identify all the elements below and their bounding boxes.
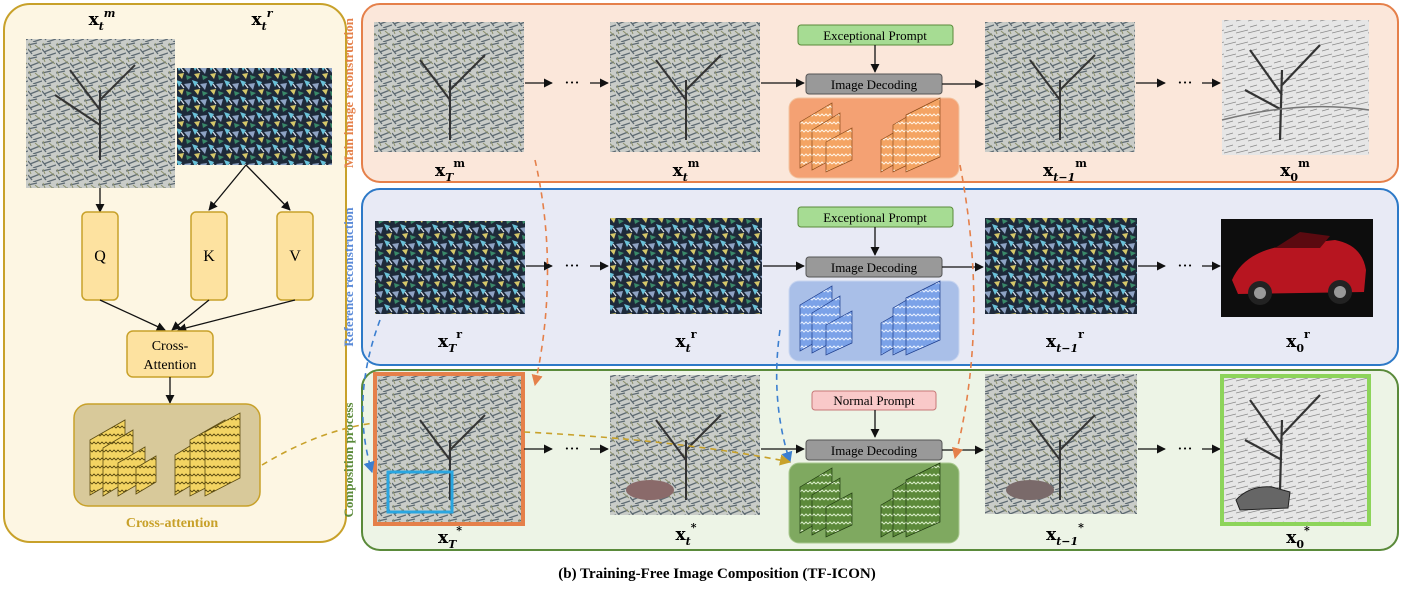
main-to-comp-arrow-1 bbox=[531, 159, 549, 387]
left-unet-layers bbox=[89, 412, 241, 497]
comp-prompt-label: Normal Prompt bbox=[833, 393, 915, 408]
main-ellipsis-1: ··· bbox=[564, 73, 579, 92]
main-x0-image bbox=[1222, 20, 1369, 155]
ref-xT-image bbox=[375, 221, 525, 314]
dashed-connectors bbox=[261, 159, 975, 474]
left-ref-noisy-image bbox=[177, 68, 332, 165]
left-to-comp-arrow bbox=[261, 422, 375, 466]
comp-ellipsis-1: ··· bbox=[564, 439, 579, 458]
comp-decoder-label: Image Decoding bbox=[831, 443, 918, 458]
ref-label-x0: x0r bbox=[1286, 328, 1310, 355]
left-label-main: xtm bbox=[89, 7, 116, 33]
comp-label-xt-1: xt−1* bbox=[1046, 521, 1084, 548]
left-panel: xtm xtr Q K V Cross- Attention bbox=[3, 3, 347, 543]
left-label-ref: xtr bbox=[251, 7, 273, 33]
row-main: Main image reconstruction ··· Exceptiona… bbox=[341, 3, 1399, 184]
main-to-comp-arrow-2 bbox=[952, 164, 975, 460]
key-label: K bbox=[203, 248, 215, 265]
comp-label-xT: xT* bbox=[438, 524, 462, 551]
ref-ellipsis-1: ··· bbox=[564, 256, 579, 275]
comp-ellipsis-2: ··· bbox=[1177, 439, 1192, 458]
comp-label-xt: xt* bbox=[676, 521, 697, 548]
ref-decoder-label: Image Decoding bbox=[831, 260, 918, 275]
ref-label-xt: xtr bbox=[675, 328, 696, 355]
ref-xt-1-image bbox=[985, 218, 1137, 314]
row-reference: Reference reconstruction ··· Exceptional… bbox=[341, 188, 1399, 366]
comp-label-x0: x0* bbox=[1286, 524, 1310, 551]
main-decoder-label: Image Decoding bbox=[831, 77, 918, 92]
ref-xt-image bbox=[610, 218, 762, 314]
main-label-xt: xtm bbox=[673, 157, 700, 184]
figure-caption: (b) Training-Free Image Composition (TF-… bbox=[558, 566, 875, 582]
main-prompt-label: Exceptional Prompt bbox=[823, 28, 927, 43]
main-label-xt-1: xt−1m bbox=[1043, 157, 1087, 184]
row-main-side-label: Main image reconstruction bbox=[341, 17, 356, 168]
ref-to-comp-arrow-2 bbox=[775, 329, 793, 464]
ref-prompt-label: Exceptional Prompt bbox=[823, 210, 927, 225]
query-label: Q bbox=[94, 248, 106, 265]
main-label-x0: x0m bbox=[1280, 157, 1310, 184]
ref-label-xT: xTr bbox=[438, 328, 462, 355]
row-composition: Composition process ··· Normal Prompt Im… bbox=[341, 369, 1399, 551]
main-label-xT: xTm bbox=[435, 157, 465, 184]
comp-object-region bbox=[386, 470, 454, 514]
cross-attention-line2: Attention bbox=[144, 358, 197, 373]
row-ref-side-label: Reference reconstruction bbox=[341, 207, 356, 347]
cross-attention-line1: Cross- bbox=[152, 339, 189, 354]
main-ellipsis-2: ··· bbox=[1177, 73, 1192, 92]
ref-ellipsis-2: ··· bbox=[1177, 256, 1192, 275]
left-panel-footer: Cross-attention bbox=[126, 516, 219, 531]
ref-label-xt-1: xt−1r bbox=[1046, 328, 1084, 355]
comp-to-decoder-arrow bbox=[523, 431, 792, 466]
value-label: V bbox=[289, 248, 301, 265]
ref-to-comp-arrow-1 bbox=[361, 319, 381, 474]
comp-prompt bbox=[811, 390, 937, 411]
row-comp-side-label: Composition process bbox=[341, 403, 356, 518]
